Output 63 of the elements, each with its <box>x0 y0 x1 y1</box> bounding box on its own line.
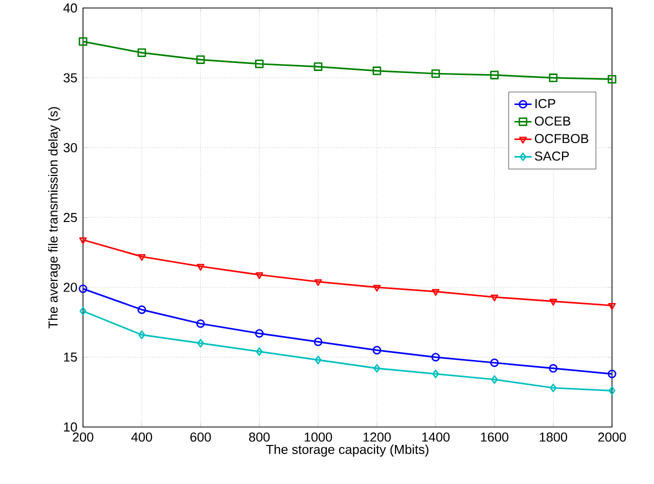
point <box>608 302 616 310</box>
point <box>432 289 440 296</box>
point <box>255 329 264 338</box>
point <box>490 294 498 302</box>
legend-label: OCFBOB <box>534 134 588 144</box>
point <box>549 298 558 306</box>
x-tick-label: 200 <box>72 432 94 442</box>
y-tick-label: 35 <box>64 73 77 82</box>
x-tick-label: 1000 <box>304 432 332 442</box>
x-tick-label: 1400 <box>422 432 450 442</box>
y-axis-title: The average file transmission delay (s) <box>48 107 60 328</box>
point <box>431 352 440 362</box>
point <box>314 356 322 364</box>
y-tick-label: 30 <box>64 143 77 152</box>
legend-label: OCEB <box>534 116 570 126</box>
point <box>138 330 146 340</box>
legend-label: SACP <box>534 152 569 161</box>
point <box>548 364 558 373</box>
point <box>372 66 382 76</box>
point <box>196 319 205 328</box>
point <box>432 370 440 378</box>
point <box>372 346 382 354</box>
x-axis-title: The storage capacity (Mbits) <box>266 444 428 457</box>
point <box>256 347 263 356</box>
point <box>255 60 264 68</box>
point <box>490 70 499 80</box>
point <box>196 55 205 64</box>
x-tick-label: 400 <box>131 432 152 442</box>
point <box>138 254 146 261</box>
point <box>256 272 264 280</box>
y-tick-label: 15 <box>64 352 77 362</box>
point <box>608 386 616 395</box>
x-tick-label: 1800 <box>540 432 568 442</box>
x-tick-label: 600 <box>190 432 211 442</box>
point <box>80 306 86 316</box>
point <box>137 305 146 314</box>
point <box>79 237 87 244</box>
y-tick-label: 20 <box>64 282 77 292</box>
point <box>137 48 146 57</box>
point <box>491 375 498 384</box>
x-tick-label: 1600 <box>481 432 508 442</box>
point <box>197 338 204 348</box>
point <box>314 338 322 346</box>
point <box>608 74 616 84</box>
point <box>490 358 499 368</box>
y-tick-label: 25 <box>64 212 77 222</box>
point <box>314 62 322 71</box>
x-tick-label: 1200 <box>363 432 391 442</box>
y-tick-label: 40 <box>63 3 77 13</box>
point <box>548 74 558 82</box>
point <box>373 284 381 292</box>
point <box>608 370 616 378</box>
point <box>374 364 380 373</box>
x-tick-label: 2000 <box>598 432 626 442</box>
point <box>78 284 88 294</box>
x-tick-label: 800 <box>249 432 270 442</box>
point <box>314 279 322 286</box>
legend-label: ICP <box>535 98 556 108</box>
point <box>550 384 557 392</box>
point <box>196 264 204 271</box>
point <box>78 37 88 46</box>
y-tick-label: 10 <box>64 422 77 432</box>
point <box>431 69 440 78</box>
